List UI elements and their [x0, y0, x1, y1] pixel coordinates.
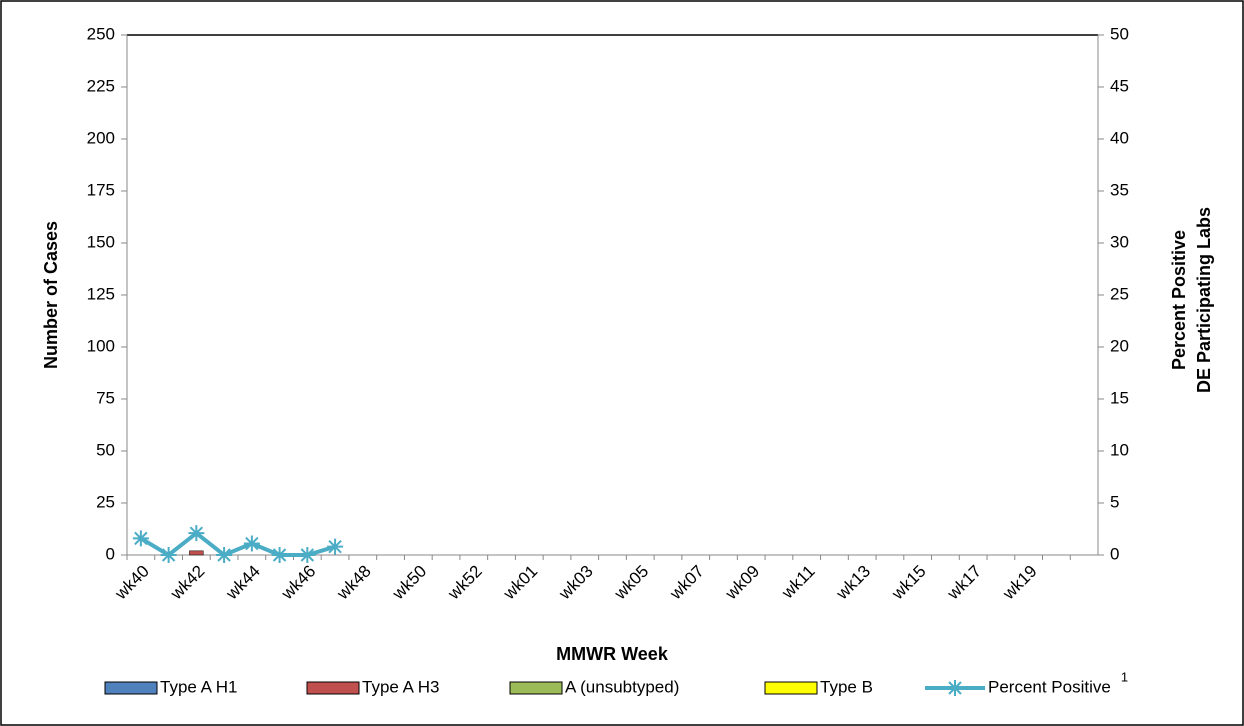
legend-superscript: 1: [1121, 669, 1128, 684]
y-tick-label: 250: [87, 24, 115, 43]
y2-tick-label: 30: [1110, 232, 1129, 251]
y2-tick-label: 10: [1110, 440, 1129, 459]
y2-tick-label: 35: [1110, 180, 1129, 199]
y2-axis-title: Percent Positive: [1169, 230, 1189, 370]
line-marker: [327, 538, 344, 555]
line-marker: [216, 547, 233, 563]
legend-label: Type A H3: [362, 677, 440, 696]
y-tick-label: 50: [96, 440, 115, 459]
legend-marker: [947, 680, 963, 696]
x-axis-title: MMWR Week: [556, 644, 669, 664]
legend-label: A (unsubtyped): [565, 677, 679, 696]
legend-label: Type B: [820, 677, 873, 696]
y-tick-label: 125: [87, 284, 115, 303]
y2-tick-label: 25: [1110, 284, 1129, 303]
y-tick-label: 75: [96, 388, 115, 407]
line-marker: [188, 525, 205, 542]
legend-swatch: [306, 681, 360, 695]
line-marker: [271, 547, 288, 563]
y2-tick-label: 15: [1110, 388, 1129, 407]
y2-tick-label: 50: [1110, 24, 1129, 43]
y2-tick-label: 20: [1110, 336, 1129, 355]
line-marker: [160, 547, 177, 563]
y-axis-title: Number of Cases: [41, 221, 61, 369]
y-tick-label: 150: [87, 232, 115, 251]
legend-label: Type A H1: [160, 677, 238, 696]
y2-tick-label: 45: [1110, 76, 1129, 95]
y-tick-label: 225: [87, 76, 115, 95]
y-tick-label: 200: [87, 128, 115, 147]
line-marker: [299, 547, 316, 563]
y-tick-label: 175: [87, 180, 115, 199]
y-tick-label: 0: [106, 544, 115, 563]
bar: [189, 550, 204, 556]
legend-swatch: [509, 681, 563, 695]
line-marker: [243, 535, 260, 552]
legend-swatch: [764, 681, 818, 695]
legend-swatch: [104, 681, 158, 695]
y2-axis-title: DE Participating Labs: [1194, 207, 1214, 393]
y2-tick-label: 5: [1110, 492, 1119, 511]
y2-tick-label: 40: [1110, 128, 1129, 147]
y-tick-label: 25: [96, 492, 115, 511]
line-marker: [132, 530, 149, 547]
legend-label: Percent Positive: [988, 677, 1111, 696]
y-tick-label: 100: [87, 336, 115, 355]
y2-tick-label: 0: [1110, 544, 1119, 563]
